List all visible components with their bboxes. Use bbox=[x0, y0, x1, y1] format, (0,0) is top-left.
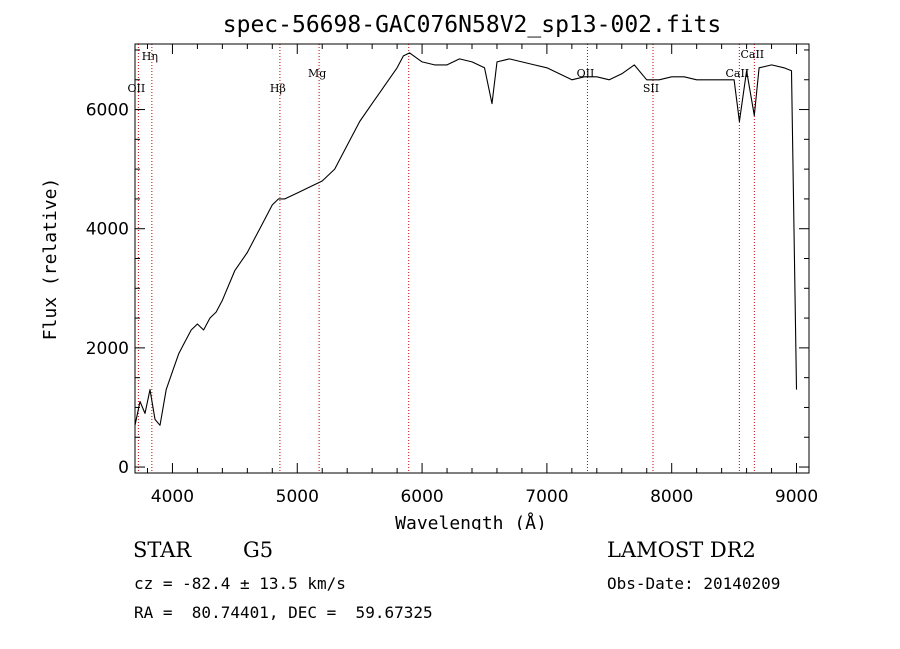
line-label-2: Hβ bbox=[270, 82, 286, 95]
star-class: STAR bbox=[133, 538, 192, 562]
y-axis-label: Flux (relative) bbox=[40, 178, 61, 341]
survey-name: LAMOST DR2 bbox=[607, 538, 756, 562]
line-label-7: CaII bbox=[726, 67, 750, 80]
obs-date: Obs-Date: 20140209 bbox=[607, 574, 781, 593]
x-tick-label-5: 9000 bbox=[775, 487, 818, 507]
ra-dec: RA = 80.74401, DEC = 59.67325 bbox=[134, 603, 433, 622]
line-label-3: Mg bbox=[308, 67, 326, 80]
plot-frame bbox=[134, 43, 810, 474]
star-subclass: G5 bbox=[243, 538, 274, 562]
x-axis-label: Wavelength (Å) bbox=[395, 512, 547, 530]
line-label-6: SII bbox=[643, 82, 659, 95]
spectrum-chart: spec-56698-GAC076N58V2_sp13-002.fits Flu… bbox=[40, 12, 818, 530]
y-tick-label-3: 6000 bbox=[86, 101, 129, 121]
spectrum-series bbox=[134, 52, 798, 426]
line-label-0: OII bbox=[128, 82, 146, 95]
axis-ticks: 4000 5000 6000 7000 8000 9000 0 2000 4000 6000 bbox=[86, 44, 818, 507]
y-tick-label-2: 4000 bbox=[86, 220, 129, 240]
redshift-cz: cz = -82.4 ± 13.5 km/s bbox=[134, 574, 346, 593]
line-label-8: CaII bbox=[740, 48, 764, 61]
x-tick-label-3: 7000 bbox=[525, 487, 568, 507]
x-tick-label-4: 8000 bbox=[650, 487, 693, 507]
x-tick-label-0: 4000 bbox=[151, 487, 194, 507]
line-label-1: Hη bbox=[142, 50, 158, 63]
spectral-line-markers bbox=[137, 44, 755, 473]
chart-title: spec-56698-GAC076N58V2_sp13-002.fits bbox=[223, 12, 722, 38]
x-tick-label-2: 6000 bbox=[400, 487, 443, 507]
y-tick-label-1: 2000 bbox=[86, 339, 129, 359]
x-tick-label-1: 5000 bbox=[276, 487, 319, 507]
spectrum-line bbox=[134, 52, 798, 426]
y-tick-label-0: 0 bbox=[118, 458, 129, 478]
